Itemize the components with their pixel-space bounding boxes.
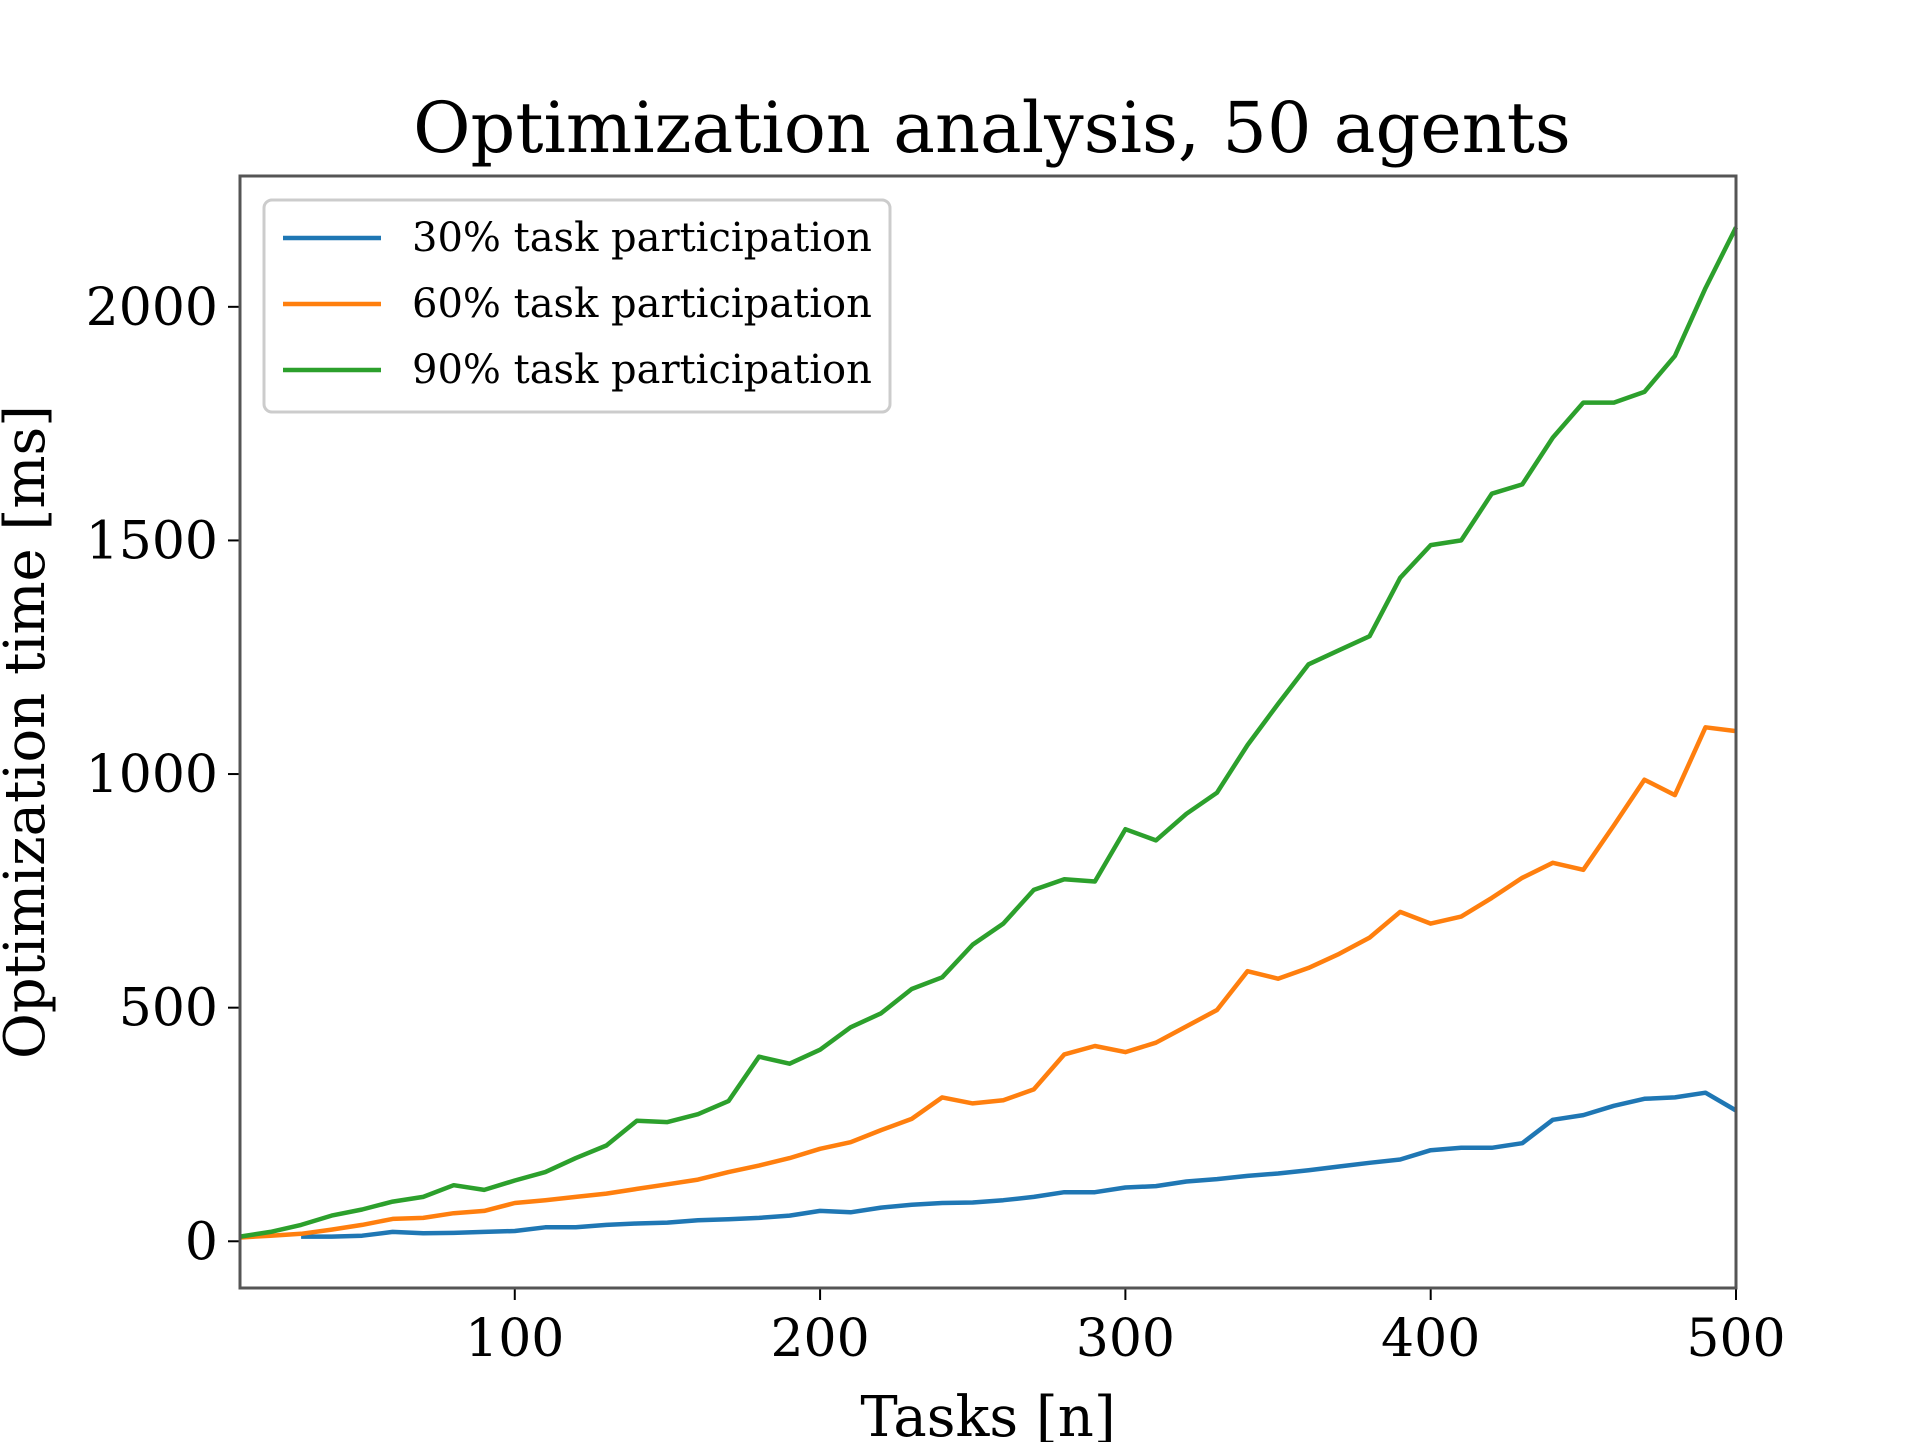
x-axis-label: Tasks [n] — [860, 1385, 1115, 1442]
x-tick-label: 500 — [1686, 1309, 1785, 1369]
legend-label-1: 30% task participation — [412, 215, 872, 261]
plot-frame — [238, 174, 1738, 1290]
x-tick-label: 100 — [465, 1309, 564, 1369]
legend: 30% task participation 60% task participa… — [262, 198, 892, 414]
y-tick-label: 1500 — [86, 511, 218, 571]
y-axis-ticks: 0 500 1000 1500 2000 — [86, 278, 240, 1272]
legend-label-3: 90% task participation — [412, 347, 872, 393]
legend-box — [262, 198, 892, 414]
x-axis-ticks: 100 200 300 400 500 — [465, 1288, 1786, 1369]
y-axis-label: Optimization time [ms] — [0, 405, 58, 1059]
y-tick-label: 2000 — [86, 278, 218, 338]
x-tick-label: 400 — [1381, 1309, 1480, 1369]
x-tick-label: 300 — [1076, 1309, 1175, 1369]
series-line-3 — [239, 226, 1739, 1239]
legend-label-2: 60% task participation — [412, 281, 872, 327]
series-line-2 — [239, 725, 1737, 1240]
series-layer — [239, 226, 1739, 1240]
x-tick-label: 200 — [770, 1309, 869, 1369]
y-tick-label: 0 — [185, 1212, 218, 1272]
y-tick-label: 1000 — [86, 745, 218, 805]
chart-title: Optimization analysis, 50 agents — [413, 87, 1571, 169]
series-line-1 — [301, 1090, 1738, 1239]
y-tick-label: 500 — [119, 979, 218, 1039]
